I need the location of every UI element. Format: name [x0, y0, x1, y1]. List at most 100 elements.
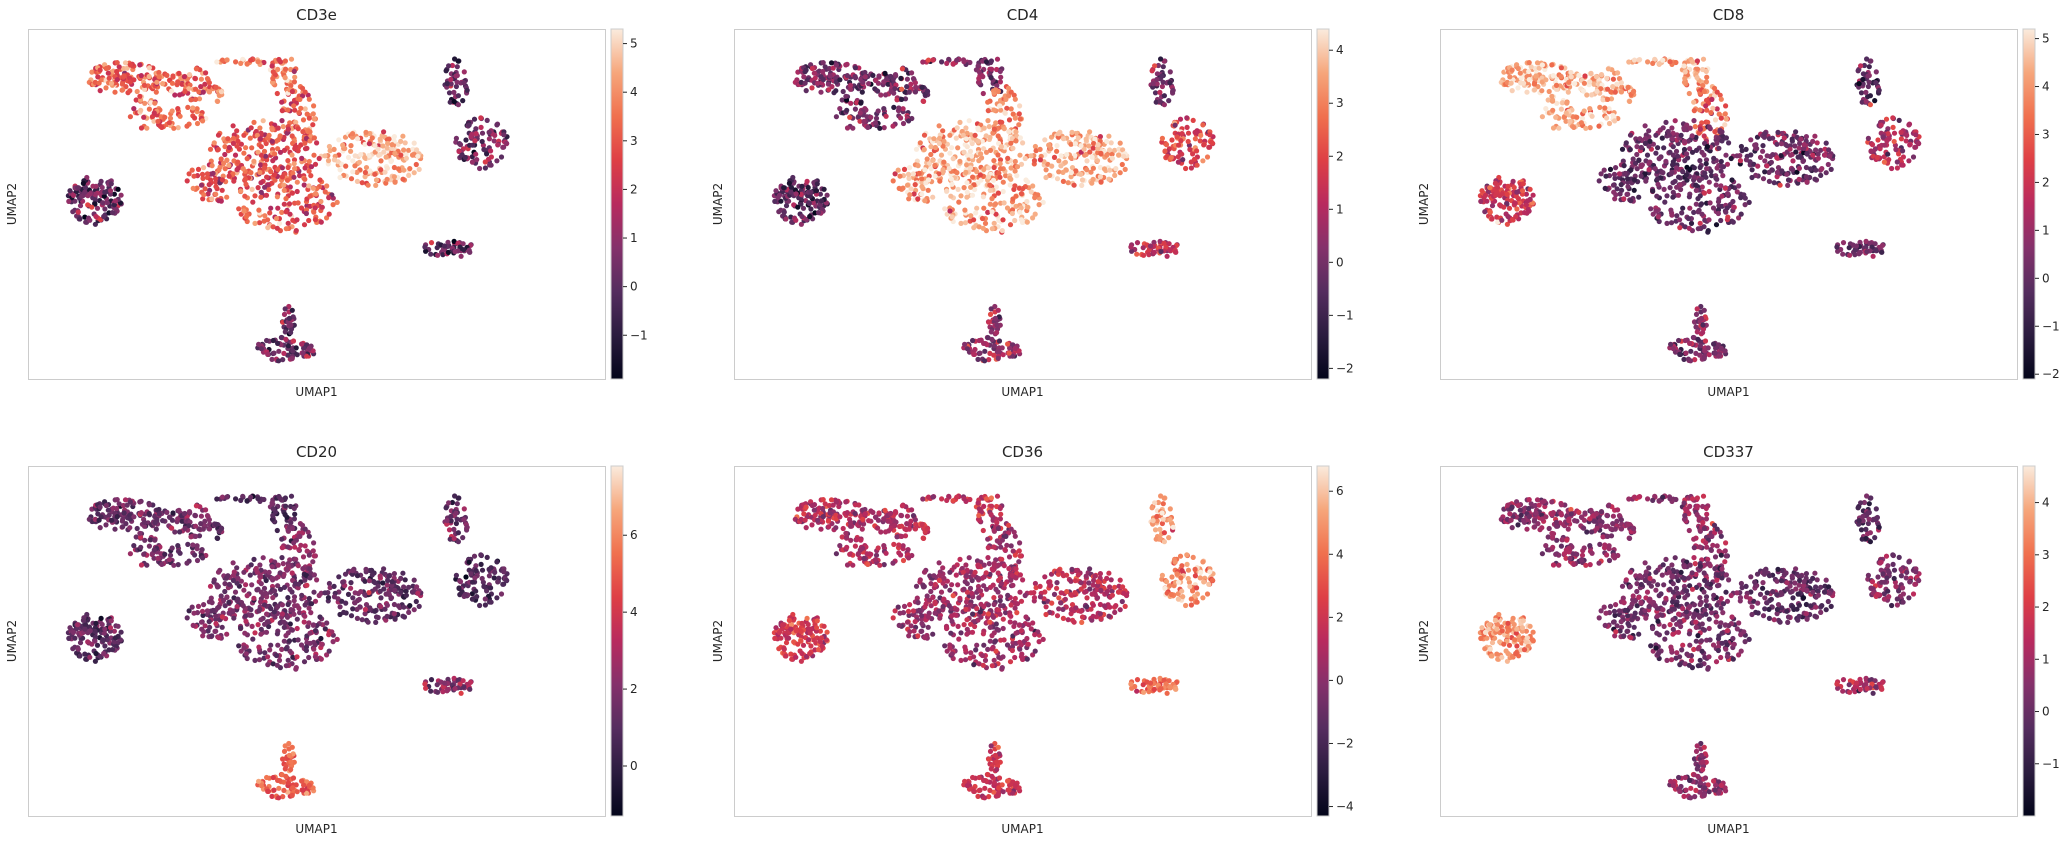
data-point [1749, 174, 1755, 181]
data-point [1158, 249, 1164, 255]
data-point [809, 65, 815, 72]
data-point [977, 172, 984, 178]
data-point [310, 548, 316, 554]
data-point [369, 135, 375, 141]
data-point [331, 157, 337, 163]
data-point [269, 575, 275, 581]
data-point [289, 570, 295, 576]
data-point [206, 89, 213, 95]
data-point [234, 167, 240, 173]
data-point [1718, 183, 1724, 189]
data-point [385, 140, 391, 147]
data-point [378, 158, 384, 164]
data-point [270, 224, 276, 230]
data-point [1812, 176, 1818, 182]
data-point [301, 182, 307, 188]
data-point [1512, 200, 1518, 206]
data-point [1664, 193, 1670, 199]
data-point [1513, 213, 1519, 220]
data-point [1768, 159, 1774, 165]
data-point [904, 182, 911, 188]
data-point [192, 75, 198, 81]
data-point [331, 146, 337, 152]
data-point [1647, 159, 1653, 165]
data-point [184, 123, 190, 129]
data-point [980, 225, 986, 231]
data-point [1113, 166, 1119, 172]
data-point [793, 191, 799, 197]
data-point [258, 346, 264, 352]
data-point [277, 149, 284, 155]
data-point [1095, 142, 1101, 148]
data-point [1803, 174, 1809, 180]
data-point [1549, 62, 1555, 68]
data-point [327, 148, 333, 154]
data-point [134, 525, 140, 532]
data-point [300, 566, 306, 572]
data-point [279, 118, 285, 124]
data-point [1796, 165, 1802, 171]
data-point [1618, 182, 1624, 188]
data-point [1706, 352, 1712, 358]
data-point [895, 167, 901, 173]
data-point [291, 516, 297, 522]
data-point [362, 174, 368, 180]
data-point [1610, 182, 1617, 188]
data-point [1016, 185, 1023, 191]
data-point [1857, 249, 1863, 255]
data-point [1200, 158, 1206, 164]
data-point [314, 577, 320, 583]
data-point [112, 89, 118, 95]
data-point [913, 146, 920, 152]
data-point [1583, 125, 1589, 131]
data-point [919, 84, 925, 90]
data-point [215, 535, 221, 542]
data-point [251, 119, 257, 125]
data-point [1662, 199, 1668, 205]
data-point [495, 142, 501, 148]
data-point [279, 555, 285, 561]
panel-title: CD8 [1713, 6, 1745, 24]
data-point [1664, 220, 1670, 226]
data-point [270, 595, 276, 601]
data-point [256, 207, 262, 213]
data-point [283, 226, 289, 232]
data-point [478, 115, 484, 121]
data-point [1006, 350, 1012, 356]
data-point [1007, 182, 1013, 188]
data-point [870, 72, 876, 78]
colorbar-tick-label: 2 [1336, 149, 1344, 163]
data-point [114, 60, 120, 66]
data-point [336, 137, 342, 143]
data-point [1876, 87, 1882, 93]
data-point [288, 330, 294, 336]
data-point [200, 526, 206, 532]
data-point [349, 134, 355, 140]
data-point [995, 355, 1001, 361]
data-point [1813, 167, 1819, 173]
data-point [1793, 129, 1799, 135]
data-point [1621, 196, 1627, 202]
data-point [194, 106, 200, 112]
data-point [1576, 72, 1582, 78]
data-point [222, 144, 228, 150]
data-point [1712, 129, 1718, 135]
data-point [1655, 181, 1661, 187]
data-point [219, 57, 226, 63]
data-point [840, 88, 846, 95]
colorbar-tick-label: 3 [2042, 127, 2050, 141]
data-point [75, 209, 81, 215]
data-point [1898, 136, 1904, 142]
data-point [1631, 177, 1638, 183]
data-point [1185, 138, 1191, 145]
data-point [944, 60, 950, 66]
data-point [962, 341, 968, 347]
data-point [1176, 142, 1182, 148]
data-point [213, 521, 219, 528]
data-point [215, 98, 221, 104]
data-point [1566, 79, 1572, 85]
data-point [852, 106, 859, 112]
data-point [1024, 219, 1030, 225]
